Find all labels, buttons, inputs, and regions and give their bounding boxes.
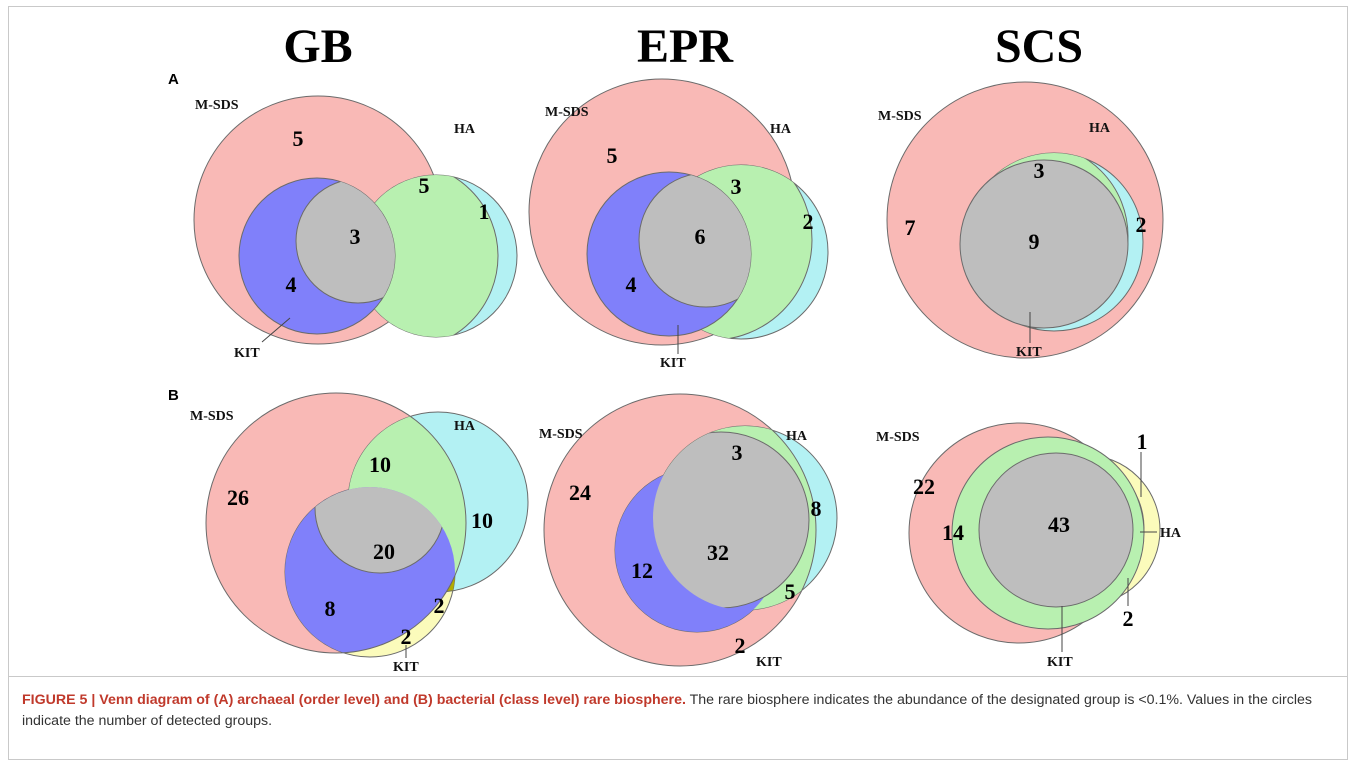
- count-ha-m-sds: 3: [1034, 158, 1045, 183]
- set-label-ha: HA: [786, 429, 808, 444]
- count-kit-m-sds: 4: [286, 272, 297, 297]
- count-core: 20: [373, 539, 395, 564]
- set-label-ha: HA: [454, 419, 476, 434]
- count-core: 6: [695, 224, 706, 249]
- venn-b-epr: M-SDS HA KIT 24 3 8 32 12 5 2: [539, 393, 838, 670]
- set-label-m-sds: M-SDS: [195, 98, 239, 113]
- core-region: [978, 452, 1134, 608]
- set-label-ha: HA: [1160, 526, 1182, 541]
- venn-a-scs: M-SDS HA KIT 7 3 2 9: [878, 81, 1164, 360]
- count-m-sds-only: 26: [227, 485, 249, 510]
- venn-a-epr: M-SDS HA KIT 5 3 2 6 4: [528, 78, 829, 371]
- count-bottom: 2: [1123, 606, 1134, 631]
- count-ha-m-sds: 14: [942, 520, 964, 545]
- set-label-m-sds: M-SDS: [539, 427, 583, 442]
- set-label-m-sds: M-SDS: [876, 430, 920, 445]
- count-ha-only: 10: [471, 508, 493, 533]
- count-kit-m-sds: 12: [631, 558, 653, 583]
- venn-b-scs: M-SDS HA KIT 22 14 43 1 2: [876, 422, 1182, 670]
- set-label-ha: HA: [454, 122, 476, 137]
- core-region: [959, 159, 1129, 329]
- set-label-ha: HA: [1089, 121, 1111, 136]
- count-ha-m-sds: 3: [731, 174, 742, 199]
- set-label-m-sds: M-SDS: [190, 409, 234, 424]
- set-label-kit: KIT: [1047, 655, 1073, 670]
- count-kit-m-sds: 8: [325, 596, 336, 621]
- count-m-sds-only: 24: [569, 480, 591, 505]
- count-m-sds-only: 5: [293, 126, 304, 151]
- figure-caption: FIGURE 5 | Venn diagram of (A) archaeal …: [22, 690, 1332, 732]
- count-core: 3: [350, 224, 361, 249]
- caption-divider: [8, 676, 1348, 677]
- count-ha-only: 2: [1136, 212, 1147, 237]
- count-core: 32: [707, 540, 729, 565]
- count-ha-m-sds: 5: [419, 173, 430, 198]
- count-kit-ha: 2: [434, 593, 445, 618]
- count-ha-m-sds: 10: [369, 452, 391, 477]
- panel-label-a: A: [168, 71, 179, 88]
- set-label-kit: KIT: [234, 346, 260, 361]
- count-m-sds-only: 7: [905, 215, 916, 240]
- count-kit-only: 2: [735, 633, 746, 658]
- count-kit-m-sds: 4: [626, 272, 637, 297]
- set-label-ha: HA: [770, 122, 792, 137]
- set-label-kit: KIT: [393, 660, 419, 675]
- count-core: 43: [1048, 512, 1070, 537]
- count-ha-only: 8: [811, 496, 822, 521]
- count-ha-m-sds: 3: [732, 440, 743, 465]
- count-m-sds-only: 5: [607, 143, 618, 168]
- count-ha-only: 1: [479, 199, 490, 224]
- column-title-epr: EPR: [637, 20, 734, 73]
- venn-figure: GB EPR SCS A B M-SDS HA KIT 5 5 1 3 4 M-…: [168, 20, 1182, 675]
- count-core: 9: [1029, 229, 1040, 254]
- set-label-kit: KIT: [756, 655, 782, 670]
- count-m-sds-only: 22: [913, 474, 935, 499]
- venn-b-gb: M-SDS HA KIT 26 10 10 20 8 2 2: [190, 392, 529, 675]
- column-title-gb: GB: [283, 20, 352, 73]
- set-label-kit: KIT: [1016, 345, 1042, 360]
- kit-leader-line: [261, 317, 291, 343]
- set-label-kit: KIT: [660, 356, 686, 371]
- set-label-m-sds: M-SDS: [545, 105, 589, 120]
- caption-text: The rare biosphere indicates the abundan…: [22, 692, 1313, 729]
- count-kit-only: 2: [401, 624, 412, 649]
- panel-label-b: B: [168, 387, 179, 404]
- caption-title: FIGURE 5 | Venn diagram of (A) archaeal …: [22, 692, 686, 708]
- count-top: 1: [1137, 429, 1148, 454]
- count-kit-ha: 5: [785, 579, 796, 604]
- set-label-m-sds: M-SDS: [878, 109, 922, 124]
- count-ha-only: 2: [803, 209, 814, 234]
- venn-a-gb: M-SDS HA KIT 5 5 1 3 4: [193, 95, 518, 361]
- column-title-scs: SCS: [995, 20, 1083, 73]
